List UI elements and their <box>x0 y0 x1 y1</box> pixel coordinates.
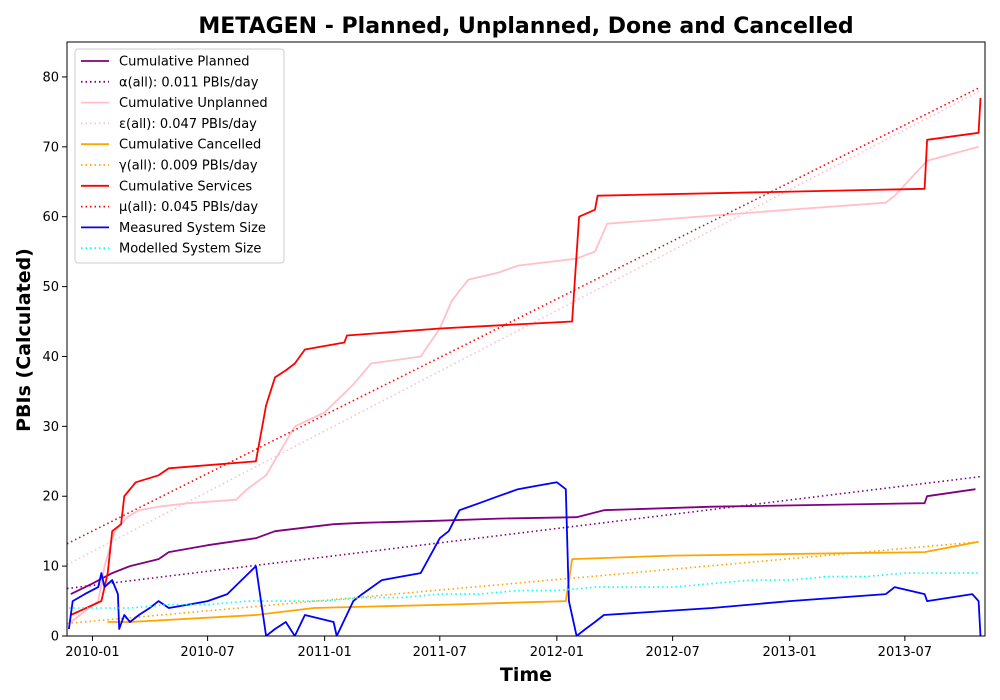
x-tick-label-3: 2011-07 <box>413 645 467 660</box>
legend-label-all-0-011-pbis-day-1: α(all): 0.011 PBIs/day <box>119 75 259 90</box>
y-tick-label-60: 60 <box>42 210 59 225</box>
x-tick-label-4: 2012-01 <box>530 645 584 660</box>
y-tick-label-20: 20 <box>42 490 59 505</box>
legend-label-cumulative-cancelled-4: Cumulative Cancelled <box>119 138 261 153</box>
x-tick-label-5: 2012-07 <box>645 645 699 660</box>
legend: Cumulative Planned α(all): 0.011 PBIs/day… <box>74 48 285 264</box>
x-tick-label-7: 2013-07 <box>878 645 932 660</box>
y-tick-label-0: 0 <box>51 630 59 645</box>
x-tick-label-0: 2010-01 <box>65 645 119 660</box>
y-axis-label: PBIs (Calculated) <box>13 248 35 432</box>
legend-box <box>74 48 285 264</box>
plot-frame <box>66 41 986 637</box>
legend-label-all-0-047-pbis-day-3: ε(all): 0.047 PBIs/day <box>119 117 257 132</box>
axes: 0 10 20 30 40 50 60 70 80 2010-01 2010-07 2011-01 20… <box>42 41 986 660</box>
series-line-cumulative-cancelled-4 <box>107 540 979 623</box>
y-tick-label-70: 70 <box>42 140 59 155</box>
series-line-all-0-047-pbis-day-3 <box>67 90 981 566</box>
y-tick-label-40: 40 <box>42 350 59 365</box>
series-line-all-0-011-pbis-day-1 <box>67 475 980 590</box>
legend-label-all-0-009-pbis-day-5: γ(all): 0.009 PBIs/day <box>119 159 258 174</box>
plot-area <box>67 86 982 636</box>
x-tick-label-2: 2011-01 <box>297 645 351 660</box>
x-axis-label: Time <box>500 664 552 686</box>
y-tick-label-80: 80 <box>42 70 59 85</box>
legend-label-cumulative-unplanned-2: Cumulative Unplanned <box>119 96 268 111</box>
series-line-cumulative-unplanned-2 <box>70 145 979 623</box>
series-line-all-0-045-pbis-day-7 <box>67 86 981 545</box>
legend-label-cumulative-services-6: Cumulative Services <box>119 179 252 194</box>
x-tick-label-1: 2010-07 <box>180 645 234 660</box>
y-tick-label-10: 10 <box>42 560 59 575</box>
legend-label-measured-system-size-8: Measured System Size <box>119 221 266 236</box>
x-tick-label-6: 2013-01 <box>763 645 817 660</box>
series-line-cumulative-planned-0 <box>70 488 976 595</box>
chart-title: METAGEN - Planned, Unplanned, Done and C… <box>198 14 853 39</box>
legend-label-cumulative-planned-0: Cumulative Planned <box>119 55 249 70</box>
legend-label-all-0-045-pbis-day-7: μ(all): 0.045 PBIs/day <box>119 200 258 215</box>
legend-label-modelled-system-size-9: Modelled System Size <box>119 242 261 257</box>
y-tick-label-30: 30 <box>42 420 59 435</box>
y-tick-label-50: 50 <box>42 280 59 295</box>
series-line-cumulative-services-6 <box>70 97 982 616</box>
